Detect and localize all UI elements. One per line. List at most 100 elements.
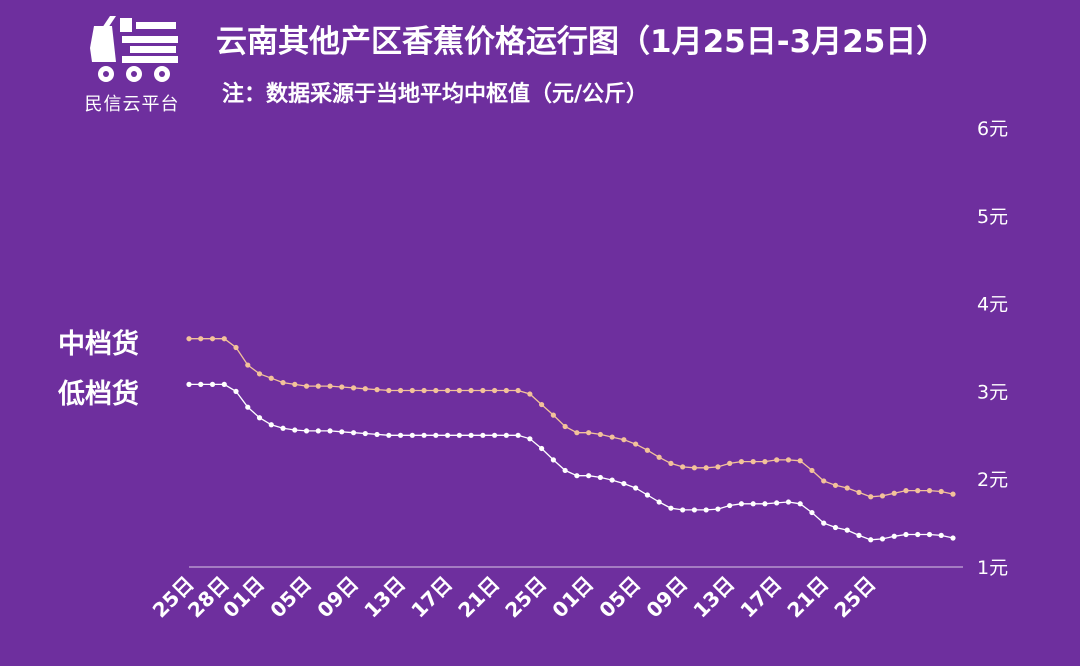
data-point-low — [303, 428, 310, 434]
x-tick-label: 25日 — [829, 572, 880, 623]
data-point-mid — [950, 491, 956, 497]
data-point-mid — [586, 430, 592, 436]
data-point-mid — [280, 380, 286, 386]
data-point-mid — [621, 437, 627, 443]
x-tick-label: 17日 — [735, 572, 786, 623]
data-point-mid — [809, 467, 815, 474]
data-point-mid — [727, 460, 733, 466]
y-tick-label: 3元 — [977, 381, 1008, 403]
data-point-mid — [433, 387, 439, 394]
x-tick-label: 25日 — [500, 572, 551, 623]
data-point-low — [550, 457, 556, 463]
data-point-low — [915, 531, 921, 538]
data-point-low — [339, 429, 345, 435]
y-tick-label: 2元 — [977, 469, 1008, 491]
x-tick-label: 17日 — [406, 572, 457, 623]
data-point-low — [656, 499, 662, 505]
data-point-mid — [668, 460, 674, 466]
data-point-mid — [691, 465, 698, 471]
data-point-low — [644, 492, 651, 498]
data-point-mid — [456, 387, 462, 394]
data-point-mid — [444, 387, 451, 394]
x-tick-label: 01日 — [218, 572, 269, 623]
data-point-low — [456, 432, 462, 438]
x-tick-label: 13日 — [688, 572, 739, 623]
y-tick-label: 1元 — [977, 557, 1008, 579]
data-point-low — [433, 432, 439, 438]
data-point-mid — [550, 412, 556, 418]
data-point-mid — [785, 457, 792, 463]
data-point-low — [374, 431, 380, 438]
data-point-mid — [703, 465, 709, 471]
data-point-low — [809, 509, 815, 516]
data-point-mid — [409, 387, 415, 394]
data-point-mid — [903, 488, 909, 494]
data-point-mid — [503, 387, 509, 394]
data-point-low — [727, 502, 733, 509]
data-point-mid — [879, 493, 886, 499]
data-point-low — [527, 436, 533, 442]
data-point-mid — [421, 387, 427, 394]
y-tick-label: 4元 — [977, 294, 1008, 316]
data-point-mid — [762, 459, 768, 465]
data-point-mid — [774, 457, 780, 463]
x-tick-label: 09日 — [641, 572, 692, 623]
data-point-mid — [644, 447, 651, 453]
data-point-low — [586, 473, 592, 479]
data-point-mid — [221, 336, 227, 342]
data-point-low — [879, 536, 886, 542]
data-point-low — [750, 501, 756, 507]
chart-title: 云南其他产区香蕉价格运行图（1月25日-3月25日） — [216, 24, 948, 60]
data-point-mid — [844, 485, 850, 491]
data-point-mid — [386, 387, 392, 394]
data-point-mid — [562, 423, 568, 430]
data-point-mid — [480, 387, 486, 394]
data-point-mid — [315, 383, 321, 389]
data-point-low — [621, 480, 627, 487]
brand-name: 民信云平台 — [84, 94, 180, 115]
data-point-low — [444, 432, 451, 438]
data-point-low — [597, 474, 603, 481]
data-point-mid — [574, 430, 580, 436]
data-point-low — [574, 473, 580, 479]
data-point-low — [256, 415, 263, 421]
data-point-low — [198, 381, 204, 387]
data-point-low — [350, 430, 357, 436]
data-point-low — [832, 524, 839, 531]
y-tick-label: 5元 — [977, 206, 1008, 228]
data-point-mid — [233, 344, 239, 351]
data-point-mid — [597, 431, 603, 438]
data-point-low — [926, 531, 933, 538]
data-point-mid — [209, 336, 216, 342]
data-point-low — [633, 485, 639, 491]
data-point-low — [903, 531, 909, 538]
truck-icon — [90, 16, 178, 82]
data-point-low — [844, 527, 850, 533]
data-point-mid — [868, 494, 874, 500]
x-tick-label: 05日 — [594, 572, 645, 623]
data-point-mid — [715, 464, 721, 470]
x-tick-label: 21日 — [453, 572, 504, 623]
data-point-mid — [539, 401, 545, 408]
data-point-mid — [856, 489, 862, 495]
x-tick-label: 09日 — [312, 572, 363, 623]
data-point-low — [891, 533, 897, 539]
y-tick-label: 6元 — [977, 118, 1008, 140]
data-point-mid — [327, 383, 333, 389]
x-tick-label: 13日 — [359, 572, 410, 623]
data-point-mid — [750, 459, 756, 465]
data-point-low — [774, 500, 780, 506]
data-point-mid — [515, 387, 521, 394]
data-point-low — [245, 404, 251, 410]
data-point-low — [327, 428, 333, 434]
data-point-low — [680, 507, 686, 513]
data-point-low — [280, 425, 286, 431]
data-point-mid — [339, 384, 345, 390]
data-point-mid — [198, 336, 204, 342]
data-point-low — [362, 430, 368, 437]
data-point-low — [856, 532, 862, 538]
data-point-mid — [527, 391, 533, 397]
data-point-low — [409, 432, 415, 438]
data-point-low — [562, 467, 568, 474]
data-point-low — [503, 432, 509, 438]
